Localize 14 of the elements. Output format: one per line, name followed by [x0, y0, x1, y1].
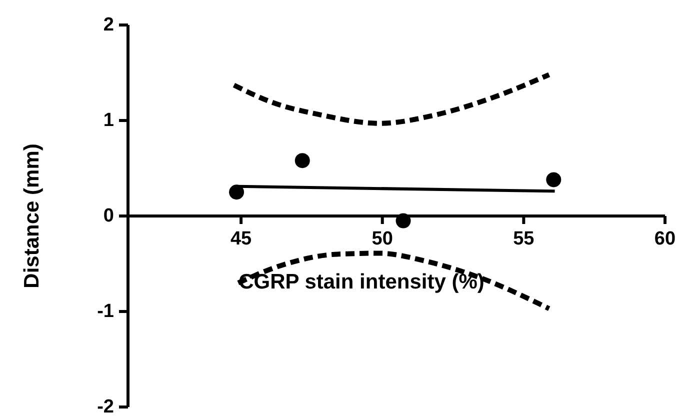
x-tick-label: 55 [513, 228, 535, 250]
point [229, 184, 244, 200]
x-tick-label: 50 [372, 228, 393, 250]
point [294, 153, 310, 168]
point [546, 172, 562, 188]
x-tick-label: 45 [230, 228, 252, 250]
y-tick-label: -1 [97, 301, 114, 322]
point [396, 213, 411, 228]
y-tick-label: 1 [103, 110, 114, 131]
y-tick-label: -2 [97, 396, 114, 417]
y-tick-label: 0 [103, 206, 114, 226]
y-tick-label: 2 [103, 14, 114, 36]
y-axis-title: Distance (mm) [20, 144, 44, 288]
x-tick-label: 60 [654, 228, 676, 250]
